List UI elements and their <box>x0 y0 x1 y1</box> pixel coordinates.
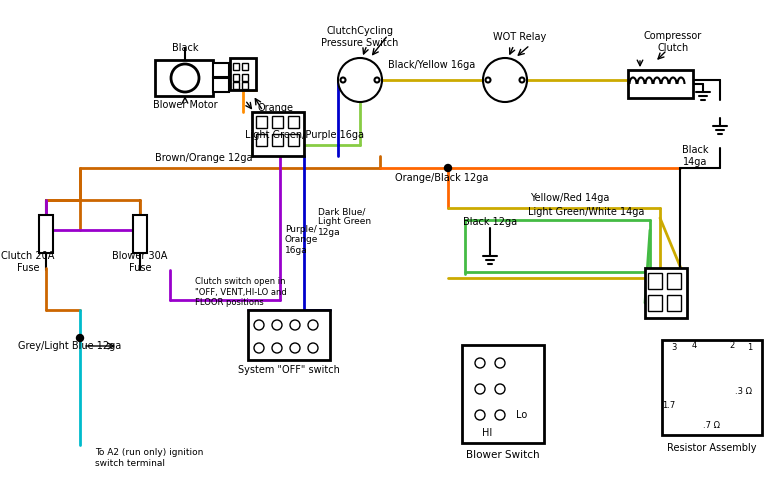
Circle shape <box>520 77 524 83</box>
Bar <box>288 116 299 128</box>
Bar <box>213 78 229 92</box>
Text: HI: HI <box>482 428 492 438</box>
Circle shape <box>290 343 300 353</box>
Circle shape <box>475 358 485 368</box>
Bar <box>462 345 544 443</box>
Bar <box>213 63 229 77</box>
Text: Clutch 20A
Fuse: Clutch 20A Fuse <box>2 251 55 273</box>
Bar <box>645 268 687 318</box>
Circle shape <box>485 77 491 83</box>
Circle shape <box>338 58 382 102</box>
Bar <box>256 134 267 146</box>
Text: Purple/
Orange
16ga: Purple/ Orange 16ga <box>285 225 319 255</box>
Bar <box>252 112 304 156</box>
Text: Grey/Light Blue 12ga: Grey/Light Blue 12ga <box>18 341 122 351</box>
Text: Resistor Assembly: Resistor Assembly <box>668 443 756 453</box>
Bar <box>233 74 239 81</box>
Text: Compressor
Clutch: Compressor Clutch <box>644 31 702 53</box>
Bar <box>648 273 662 289</box>
Circle shape <box>254 343 264 353</box>
Text: WOT Relay: WOT Relay <box>493 32 547 42</box>
Bar <box>648 295 662 311</box>
Bar <box>272 134 283 146</box>
Circle shape <box>272 320 282 330</box>
Text: Lo: Lo <box>516 410 527 420</box>
Text: Orange/Black 12ga: Orange/Black 12ga <box>395 173 488 183</box>
Circle shape <box>495 410 505 420</box>
Bar <box>628 70 693 98</box>
Bar <box>39 215 53 253</box>
Bar <box>233 63 239 70</box>
Circle shape <box>290 320 300 330</box>
Text: .3 Ω: .3 Ω <box>735 387 753 396</box>
Text: Blower 30A
Fuse: Blower 30A Fuse <box>112 251 167 273</box>
Circle shape <box>340 77 346 83</box>
Circle shape <box>272 343 282 353</box>
Text: 1.7: 1.7 <box>662 400 675 409</box>
Circle shape <box>495 384 505 394</box>
Text: ClutchCycling
Pressure Switch: ClutchCycling Pressure Switch <box>321 26 399 48</box>
Text: Dark Blue/
Light Green
12ga: Dark Blue/ Light Green 12ga <box>318 207 371 237</box>
Circle shape <box>171 64 199 92</box>
Text: Clutch switch open in
"OFF, VENT,HI-LO and
FLOOR positions: Clutch switch open in "OFF, VENT,HI-LO a… <box>195 277 287 307</box>
Bar <box>256 116 267 128</box>
Circle shape <box>76 335 83 341</box>
Text: Blower Motor: Blower Motor <box>153 100 217 110</box>
Text: Light Green/Purple 16ga: Light Green/Purple 16ga <box>245 130 365 140</box>
Bar <box>155 60 213 96</box>
Bar <box>230 58 256 90</box>
Text: .7 Ω: .7 Ω <box>703 420 721 430</box>
Circle shape <box>475 384 485 394</box>
Circle shape <box>483 58 527 102</box>
Text: Blower Switch: Blower Switch <box>466 450 540 460</box>
Bar <box>667 273 681 289</box>
Circle shape <box>254 320 264 330</box>
Text: Light Green/White 14ga: Light Green/White 14ga <box>528 207 644 217</box>
Bar <box>248 310 330 360</box>
Text: Black
14ga: Black 14ga <box>682 145 708 167</box>
Text: Black: Black <box>171 43 198 53</box>
Text: Orange: Orange <box>258 103 294 113</box>
Text: Brown/Orange 12ga: Brown/Orange 12ga <box>155 153 252 163</box>
Bar <box>242 82 248 89</box>
Bar <box>233 82 239 89</box>
Text: System "OFF" switch: System "OFF" switch <box>238 365 340 375</box>
Text: Black/Yellow 16ga: Black/Yellow 16ga <box>389 60 476 70</box>
Bar <box>242 74 248 81</box>
Circle shape <box>475 410 485 420</box>
Circle shape <box>308 320 318 330</box>
Text: To A2 (run only) ignition
switch terminal: To A2 (run only) ignition switch termina… <box>95 448 203 468</box>
Circle shape <box>308 343 318 353</box>
Text: 4: 4 <box>692 340 696 349</box>
Bar <box>667 295 681 311</box>
Bar <box>288 134 299 146</box>
Text: 1: 1 <box>747 344 753 352</box>
Bar <box>242 63 248 70</box>
Bar <box>133 215 147 253</box>
Bar <box>272 116 283 128</box>
Circle shape <box>495 358 505 368</box>
Bar <box>662 340 762 435</box>
Circle shape <box>375 77 379 83</box>
Circle shape <box>445 165 452 171</box>
Text: Yellow/Red 14ga: Yellow/Red 14ga <box>530 193 609 203</box>
Text: 3: 3 <box>671 344 677 352</box>
Text: 2: 2 <box>729 340 735 349</box>
Text: Black 12ga: Black 12ga <box>463 217 517 227</box>
